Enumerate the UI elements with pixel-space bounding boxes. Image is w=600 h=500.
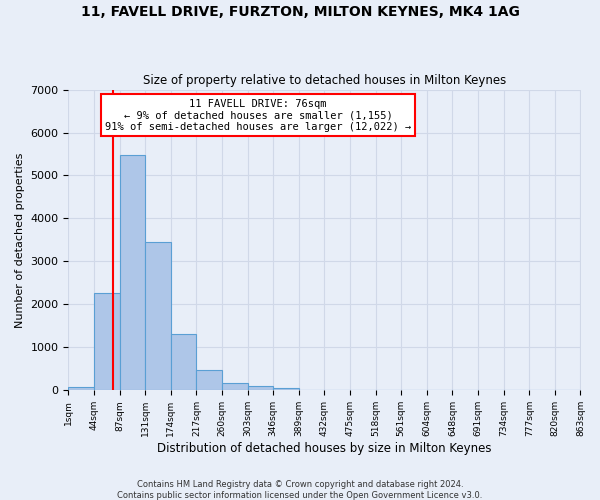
Y-axis label: Number of detached properties: Number of detached properties — [15, 152, 25, 328]
Text: 11 FAVELL DRIVE: 76sqm
← 9% of detached houses are smaller (1,155)
91% of semi-d: 11 FAVELL DRIVE: 76sqm ← 9% of detached … — [105, 98, 411, 132]
Bar — [171, 334, 196, 390]
Text: Contains HM Land Registry data © Crown copyright and database right 2024.
Contai: Contains HM Land Registry data © Crown c… — [118, 480, 482, 500]
Text: 11, FAVELL DRIVE, FURZTON, MILTON KEYNES, MK4 1AG: 11, FAVELL DRIVE, FURZTON, MILTON KEYNES… — [80, 5, 520, 19]
Bar — [94, 293, 119, 390]
Bar — [145, 242, 171, 390]
Bar — [248, 386, 273, 390]
Bar — [273, 388, 299, 390]
Bar — [68, 387, 94, 390]
Bar — [222, 384, 248, 390]
Bar — [119, 155, 145, 390]
Bar — [196, 370, 222, 390]
Title: Size of property relative to detached houses in Milton Keynes: Size of property relative to detached ho… — [143, 74, 506, 87]
X-axis label: Distribution of detached houses by size in Milton Keynes: Distribution of detached houses by size … — [157, 442, 492, 455]
